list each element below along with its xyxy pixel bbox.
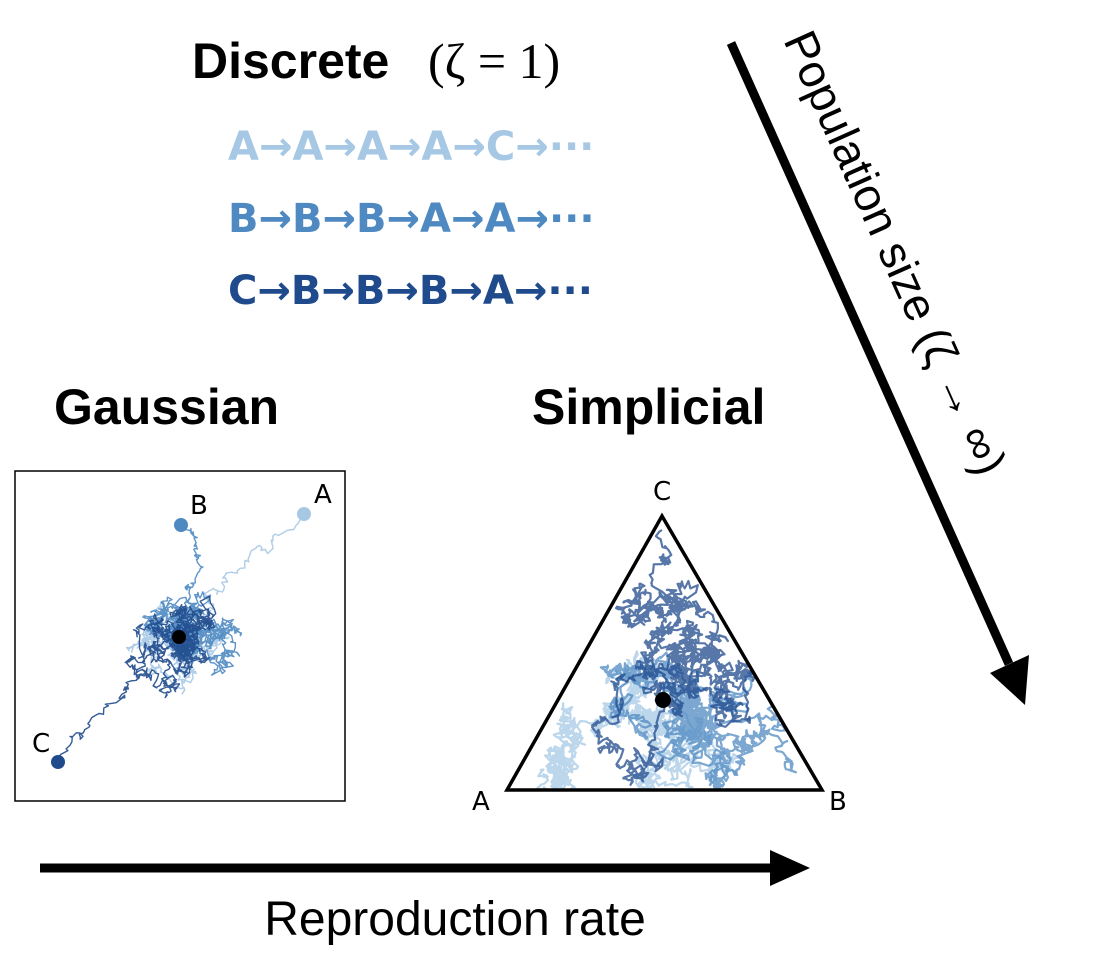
discrete-panel: Discrete (ζ = 1) A→A→A→A→C→··· B→B→B→A→A… bbox=[192, 33, 595, 314]
simplicial-panel: Simplicial A B C bbox=[472, 379, 847, 817]
sequence-b: B→B→B→A→A→··· bbox=[228, 196, 595, 242]
discrete-title: Discrete bbox=[192, 33, 389, 89]
gaussian-walk-c bbox=[56, 595, 217, 763]
reproduction-rate-axis: Reproduction rate bbox=[40, 850, 810, 946]
diagonal-arrow-head bbox=[990, 655, 1029, 705]
simplex-vertex-b-label: B bbox=[829, 787, 847, 817]
gaussian-vertex-a-label: A bbox=[314, 480, 332, 510]
gaussian-vertex-c-label: C bbox=[32, 729, 50, 759]
diagonal-arrow-shaft bbox=[726, 41, 1014, 666]
gaussian-center-dot bbox=[172, 630, 186, 644]
sequence-a: A→A→A→A→C→··· bbox=[228, 124, 594, 170]
simplex-triangle bbox=[503, 512, 826, 792]
gaussian-vertex-a-dot bbox=[297, 507, 311, 521]
discrete-param: (ζ = 1) bbox=[428, 33, 560, 89]
simplex-vertex-a-label: A bbox=[472, 787, 490, 817]
gaussian-vertex-b-label: B bbox=[190, 491, 208, 521]
simplicial-title: Simplicial bbox=[532, 379, 765, 435]
population-size-axis: Population size (ζ → ∞) bbox=[726, 23, 1029, 705]
reproduction-rate-label: Reproduction rate bbox=[264, 893, 646, 946]
gaussian-vertex-b-dot bbox=[174, 518, 188, 532]
gaussian-title: Gaussian bbox=[54, 379, 279, 435]
gaussian-vertex-c-dot bbox=[51, 755, 65, 769]
gaussian-panel: Gaussian A B C bbox=[14, 379, 346, 802]
simplicial-random-walks bbox=[536, 529, 803, 790]
sequence-c: C→B→B→B→A→··· bbox=[228, 268, 593, 314]
simplicial-center-dot bbox=[655, 692, 671, 708]
simplex-vertex-c-label: C bbox=[653, 477, 671, 507]
horizontal-arrow-head bbox=[770, 850, 810, 886]
